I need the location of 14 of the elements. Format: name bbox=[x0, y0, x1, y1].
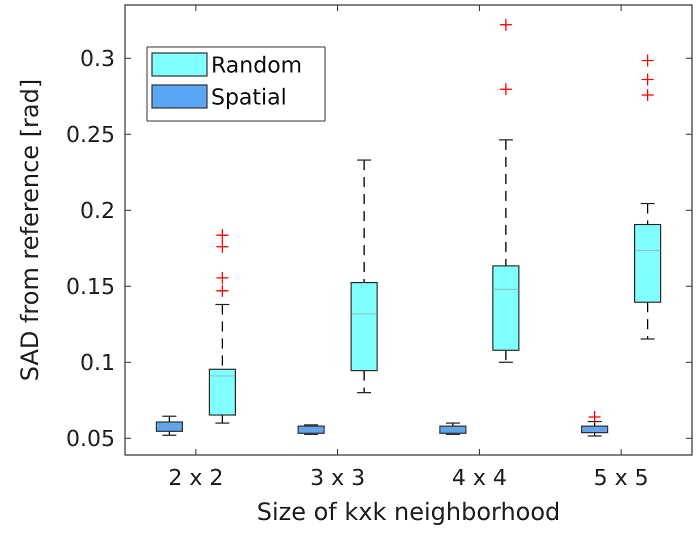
y-tick-label: 0.15 bbox=[66, 274, 115, 300]
y-tick-label: 0.1 bbox=[80, 350, 115, 376]
legend-label: Random bbox=[211, 54, 302, 79]
y-tick-label: 0.2 bbox=[80, 198, 115, 224]
x-tick-label: 5 x 5 bbox=[594, 466, 649, 491]
y-tick-label: 0.05 bbox=[66, 426, 115, 452]
x-tick-label: 2 x 2 bbox=[168, 466, 224, 491]
y-tick-label: 0.3 bbox=[80, 46, 115, 72]
y-tick-label: 0.25 bbox=[66, 122, 115, 148]
x-tick-label: 3 x 3 bbox=[310, 466, 366, 491]
x-axis-title: Size of kxk neighborhood bbox=[256, 498, 560, 526]
x-tick-label: 4 x 4 bbox=[452, 466, 507, 491]
y-axis-title: SAD from reference [rad] bbox=[16, 78, 44, 382]
legend-label: Spatial bbox=[211, 86, 287, 111]
